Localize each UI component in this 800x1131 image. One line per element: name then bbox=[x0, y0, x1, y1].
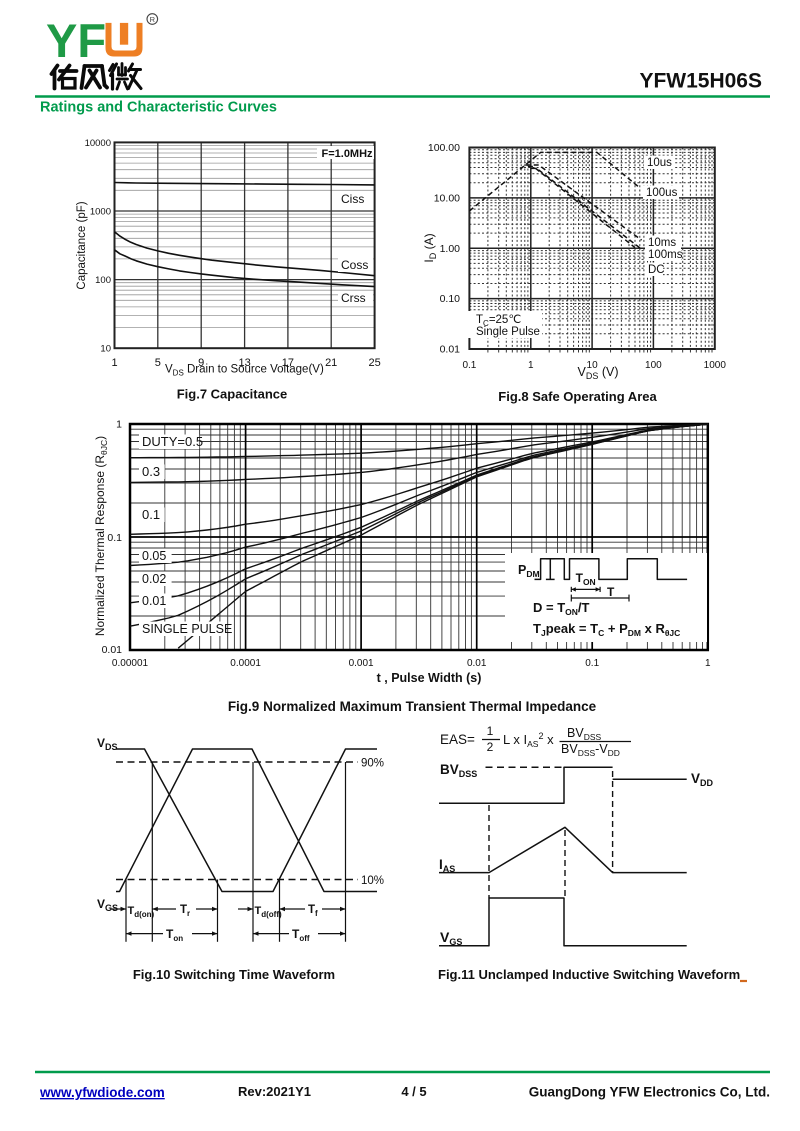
svg-text:Td(on): Td(on) bbox=[128, 905, 155, 919]
svg-text:0.1: 0.1 bbox=[107, 532, 122, 544]
svg-text:10us: 10us bbox=[647, 157, 672, 169]
svg-text:D = TON/T: D = TON/T bbox=[533, 600, 590, 617]
svg-text:0.02: 0.02 bbox=[142, 572, 166, 586]
svg-text:T: T bbox=[607, 585, 615, 599]
svg-text:0.01: 0.01 bbox=[467, 658, 487, 669]
svg-text:VDS: VDS bbox=[97, 736, 118, 752]
svg-text:VDD: VDD bbox=[691, 771, 714, 788]
svg-text:10: 10 bbox=[100, 344, 111, 355]
svg-text:Td(off): Td(off) bbox=[255, 905, 283, 919]
svg-text:1: 1 bbox=[705, 658, 711, 669]
svg-text:1: 1 bbox=[116, 419, 122, 431]
svg-text:0.00001: 0.00001 bbox=[112, 658, 149, 669]
svg-text:ID (A): ID (A) bbox=[422, 233, 438, 262]
svg-text:21: 21 bbox=[325, 357, 337, 369]
svg-text:Ciss: Ciss bbox=[341, 192, 364, 206]
svg-text:Fig.11 Unclamped Inductive Swi: Fig.11 Unclamped Inductive Switching Wav… bbox=[438, 967, 740, 982]
svg-text:0.0001: 0.0001 bbox=[230, 658, 261, 669]
svg-text:Capacitance (pF): Capacitance (pF) bbox=[76, 201, 88, 289]
svg-text:4 / 5: 4 / 5 bbox=[401, 1084, 426, 1099]
svg-text:Single Pulse: Single Pulse bbox=[476, 326, 540, 338]
svg-text:0.1: 0.1 bbox=[142, 507, 160, 522]
svg-text:100us: 100us bbox=[646, 187, 678, 199]
svg-text:0.10: 0.10 bbox=[440, 293, 461, 305]
svg-text:100ms: 100ms bbox=[648, 249, 683, 261]
svg-text:1: 1 bbox=[528, 360, 534, 371]
svg-text:VGS: VGS bbox=[440, 929, 462, 947]
svg-text:17: 17 bbox=[282, 357, 294, 369]
svg-text:YFW15H06S: YFW15H06S bbox=[639, 70, 762, 93]
svg-text:Ton: Ton bbox=[166, 927, 183, 943]
svg-text:10ms: 10ms bbox=[648, 237, 676, 249]
svg-text:1: 1 bbox=[111, 357, 117, 369]
svg-text:BVDSS: BVDSS bbox=[567, 726, 601, 742]
svg-text:Ratings and Characteristic Cur: Ratings and Characteristic Curves bbox=[40, 100, 277, 116]
svg-text:Normalized Thermal Response (R: Normalized Thermal Response (RθJC) bbox=[93, 436, 109, 636]
svg-text:Fig.9 Normalized Maximum Trans: Fig.9 Normalized Maximum Transient Therm… bbox=[228, 699, 597, 714]
svg-text:0.001: 0.001 bbox=[349, 658, 374, 669]
svg-text:TC=25℃: TC=25℃ bbox=[476, 314, 521, 328]
svg-text:0.1: 0.1 bbox=[462, 360, 476, 371]
svg-text:Coss: Coss bbox=[341, 258, 368, 272]
svg-text:0.1: 0.1 bbox=[585, 658, 599, 669]
svg-text:t , Pulse Width (s): t , Pulse Width (s) bbox=[377, 671, 482, 685]
svg-text:Fig.8 Safe Operating Area: Fig.8 Safe Operating Area bbox=[498, 389, 657, 404]
svg-text:13: 13 bbox=[238, 357, 250, 369]
svg-text:Fig.7 Capacitance: Fig.7 Capacitance bbox=[177, 387, 288, 402]
svg-text:9: 9 bbox=[198, 357, 204, 369]
svg-text:0.01: 0.01 bbox=[102, 644, 123, 656]
svg-text:0.3: 0.3 bbox=[142, 464, 160, 479]
svg-text:100: 100 bbox=[645, 360, 662, 371]
svg-text:10.00: 10.00 bbox=[434, 192, 460, 204]
svg-text:BVDSS: BVDSS bbox=[440, 762, 477, 779]
svg-text:0.01: 0.01 bbox=[142, 594, 166, 608]
svg-text:0.01: 0.01 bbox=[440, 344, 461, 356]
svg-text:1: 1 bbox=[487, 724, 494, 738]
svg-text:F=1.0MHz: F=1.0MHz bbox=[322, 148, 374, 160]
svg-text:Crss: Crss bbox=[341, 291, 366, 305]
svg-text:DUTY=0.5: DUTY=0.5 bbox=[142, 434, 203, 449]
svg-text:1000: 1000 bbox=[704, 360, 727, 371]
svg-text:0.05: 0.05 bbox=[142, 549, 166, 563]
svg-text:10000: 10000 bbox=[85, 138, 111, 149]
svg-text:YF: YF bbox=[46, 14, 106, 67]
svg-text:100.00: 100.00 bbox=[428, 142, 460, 154]
svg-text:100: 100 bbox=[95, 275, 111, 286]
svg-text:TJpeak = TC + PDM x RθJC: TJpeak = TC + PDM x RθJC bbox=[533, 621, 680, 638]
svg-text:2: 2 bbox=[487, 740, 494, 754]
svg-text:Rev:2021Y1: Rev:2021Y1 bbox=[238, 1084, 311, 1099]
svg-text:www.yfwdiode.com: www.yfwdiode.com bbox=[39, 1085, 165, 1100]
svg-text:IAS: IAS bbox=[439, 857, 455, 874]
svg-text:Fig.10 Switching Time Waveform: Fig.10 Switching Time Waveform bbox=[133, 967, 335, 982]
svg-text:Toff: Toff bbox=[292, 927, 310, 943]
svg-text:GuangDong YFW Electronics Co,: GuangDong YFW Electronics Co, Ltd. bbox=[529, 1085, 770, 1100]
svg-text:L x IAS2 x: L x IAS2 x bbox=[503, 731, 554, 749]
svg-text:5: 5 bbox=[155, 357, 161, 369]
svg-text:25: 25 bbox=[368, 357, 380, 369]
svg-text:1000: 1000 bbox=[90, 207, 111, 218]
svg-text:VDS Drain to Source Voltage(V): VDS Drain to Source Voltage(V) bbox=[165, 364, 324, 378]
svg-text:10%: 10% bbox=[361, 875, 384, 887]
svg-text:VDS (V): VDS (V) bbox=[578, 365, 619, 381]
svg-text:SINGLE PULSE: SINGLE PULSE bbox=[142, 622, 232, 636]
svg-text:DC: DC bbox=[648, 264, 665, 276]
svg-text:BVDSS-VDD: BVDSS-VDD bbox=[561, 742, 620, 758]
svg-text:90%: 90% bbox=[361, 758, 384, 770]
svg-text:Tr: Tr bbox=[180, 904, 190, 918]
svg-text:VGS: VGS bbox=[97, 897, 118, 913]
svg-text:EAS=: EAS= bbox=[440, 732, 475, 747]
svg-text:R: R bbox=[150, 15, 156, 24]
svg-text:Tf: Tf bbox=[308, 904, 318, 918]
svg-text:1.00: 1.00 bbox=[440, 243, 461, 255]
svg-text:10: 10 bbox=[587, 360, 599, 371]
